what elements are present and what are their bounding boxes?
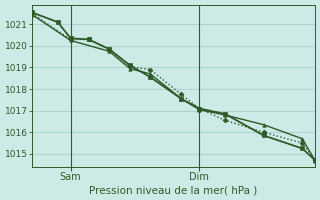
X-axis label: Pression niveau de la mer( hPa ): Pression niveau de la mer( hPa )	[90, 185, 258, 195]
